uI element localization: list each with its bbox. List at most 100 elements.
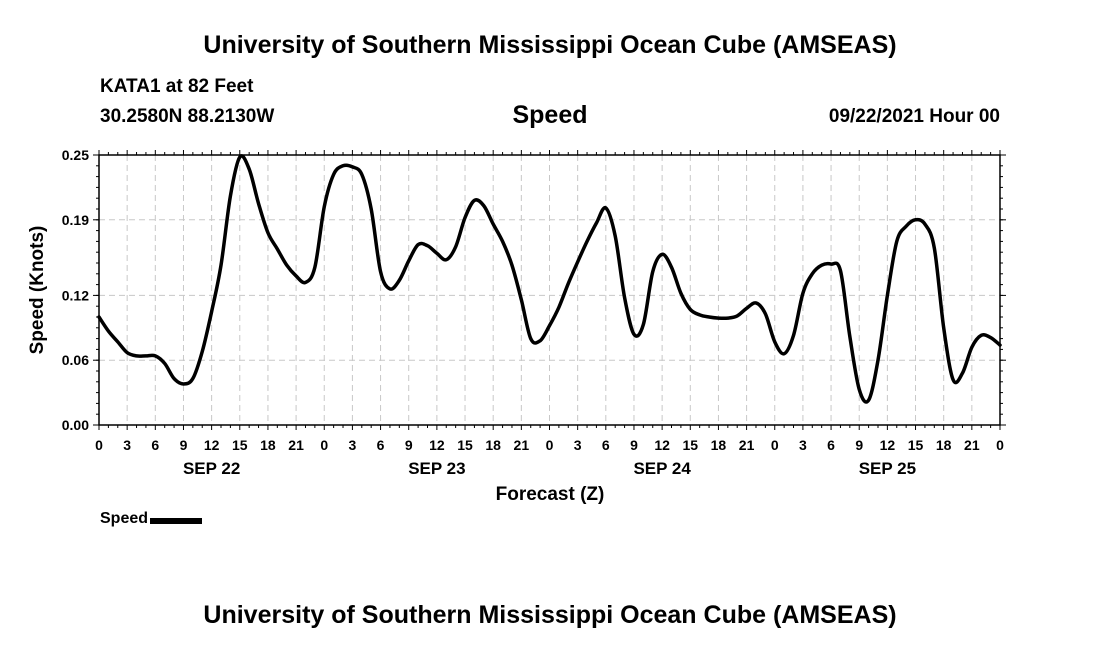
x-tick-label: 0 bbox=[95, 437, 103, 453]
x-tick-label: 6 bbox=[151, 437, 159, 453]
speed-data-point bbox=[182, 383, 185, 385]
speed-data-point bbox=[614, 235, 616, 237]
speed-data-point bbox=[238, 156, 241, 158]
speed-data-point bbox=[895, 240, 898, 243]
speed-data-point bbox=[698, 314, 701, 316]
x-tick-label: 21 bbox=[514, 437, 530, 453]
speed-data-point bbox=[802, 292, 804, 295]
series-layer bbox=[97, 154, 1002, 404]
x-tick-label: 15 bbox=[682, 437, 698, 453]
x-tick-label: 15 bbox=[457, 437, 473, 453]
speed-data-point bbox=[849, 335, 851, 338]
speed-data-point bbox=[971, 346, 973, 349]
speed-data-point bbox=[773, 341, 776, 343]
x-tick-label: 9 bbox=[630, 437, 638, 453]
x-tick-label: 0 bbox=[546, 437, 554, 453]
speed-data-point bbox=[933, 247, 936, 249]
x-tick-label: 21 bbox=[964, 437, 980, 453]
y-tick-label: 0.12 bbox=[62, 287, 89, 303]
speed-data-point bbox=[220, 264, 222, 266]
x-tick-label: 6 bbox=[377, 437, 385, 453]
y-tick-label: 0.25 bbox=[62, 147, 89, 163]
speed-data-point bbox=[605, 207, 607, 209]
x-tick-label: 18 bbox=[260, 437, 276, 453]
speed-data-point bbox=[576, 261, 579, 263]
station-label: KATA1 at 82 Feet bbox=[100, 76, 254, 97]
speed-data-point bbox=[332, 173, 335, 176]
speed-data-point bbox=[642, 323, 645, 326]
speed-data-point bbox=[736, 315, 739, 317]
y-tick-label: 0.19 bbox=[62, 212, 89, 228]
speed-data-point bbox=[623, 296, 626, 299]
speed-data-point bbox=[548, 324, 551, 327]
x-tick-label: 3 bbox=[799, 437, 807, 453]
speed-data-point bbox=[539, 339, 541, 342]
speed-data-point bbox=[248, 168, 250, 170]
x-tick-label: 21 bbox=[739, 437, 755, 453]
speed-data-point bbox=[389, 288, 391, 290]
speed-data-point bbox=[314, 266, 316, 269]
speed-data-point bbox=[501, 240, 504, 243]
speed-data-point bbox=[651, 270, 654, 273]
speed-data-point bbox=[520, 298, 523, 301]
speed-data-point bbox=[445, 258, 448, 261]
speed-data-point bbox=[670, 266, 673, 269]
speed-data-point bbox=[961, 372, 964, 374]
x-tick-label: 12 bbox=[654, 437, 670, 453]
date-label: SEP 24 bbox=[633, 459, 691, 478]
speed-data-point bbox=[558, 306, 560, 309]
speed-data-point bbox=[661, 253, 663, 256]
y-axis-ticks: 0.00 0.06 0.12 0.19 0.25 bbox=[62, 147, 1006, 433]
speed-data-point bbox=[351, 166, 354, 168]
date-label: SEP 22 bbox=[183, 459, 240, 478]
speed-data-point bbox=[285, 264, 288, 266]
variable-heading: Speed bbox=[512, 101, 588, 129]
speed-data-point bbox=[680, 292, 682, 295]
speed-data-point bbox=[145, 355, 147, 357]
speed-data-point bbox=[257, 202, 260, 205]
speed-data-point bbox=[295, 275, 297, 277]
x-tick-label: 3 bbox=[574, 437, 582, 453]
speed-data-point bbox=[464, 216, 466, 219]
speed-data-point bbox=[323, 206, 326, 208]
speed-data-point bbox=[783, 352, 785, 355]
speed-data-point bbox=[595, 222, 598, 224]
speed-data-point bbox=[511, 264, 513, 266]
speed-data-point bbox=[924, 223, 926, 225]
y-tick-label: 0.00 bbox=[62, 417, 89, 433]
y-axis-label: Speed (Knots) bbox=[27, 226, 48, 355]
speed-data-point bbox=[877, 359, 879, 362]
x-tick-label: 6 bbox=[602, 437, 610, 453]
speed-data-point bbox=[820, 264, 823, 266]
speed-data-point bbox=[163, 362, 166, 365]
speed-data-point bbox=[126, 351, 128, 354]
speed-data-point bbox=[942, 327, 945, 329]
speed-data-point bbox=[360, 173, 363, 176]
x-tick-label: 0 bbox=[996, 437, 1004, 453]
speed-data-point bbox=[473, 199, 476, 202]
speed-data-point bbox=[107, 330, 110, 332]
x-tick-label: 0 bbox=[771, 437, 779, 453]
x-tick-label: 9 bbox=[180, 437, 188, 453]
legend-swatch bbox=[150, 518, 203, 524]
speed-data-point bbox=[633, 333, 635, 336]
speed-data-point bbox=[436, 252, 438, 255]
x-tick-label: 18 bbox=[485, 437, 501, 453]
speed-data-point bbox=[342, 165, 344, 167]
speed-data-point bbox=[980, 334, 983, 337]
speed-data-point bbox=[989, 336, 992, 339]
speed-data-point bbox=[370, 208, 372, 210]
x-tick-label: 12 bbox=[204, 437, 220, 453]
grid-lines bbox=[99, 155, 1000, 425]
coordinates-label: 30.2580N 88.2130W bbox=[100, 106, 275, 127]
speed-data-point bbox=[192, 377, 194, 380]
date-labels: SEP 22 SEP 23 SEP 24 SEP 25 bbox=[183, 459, 916, 478]
date-label: SEP 25 bbox=[859, 459, 916, 478]
x-tick-label: 12 bbox=[429, 437, 445, 453]
speed-data-point bbox=[135, 355, 138, 357]
speed-data-point bbox=[492, 223, 494, 225]
speed-data-point bbox=[426, 244, 429, 247]
speed-data-point bbox=[276, 248, 279, 250]
speed-data-point bbox=[154, 355, 157, 357]
x-tick-label: 12 bbox=[880, 437, 896, 453]
